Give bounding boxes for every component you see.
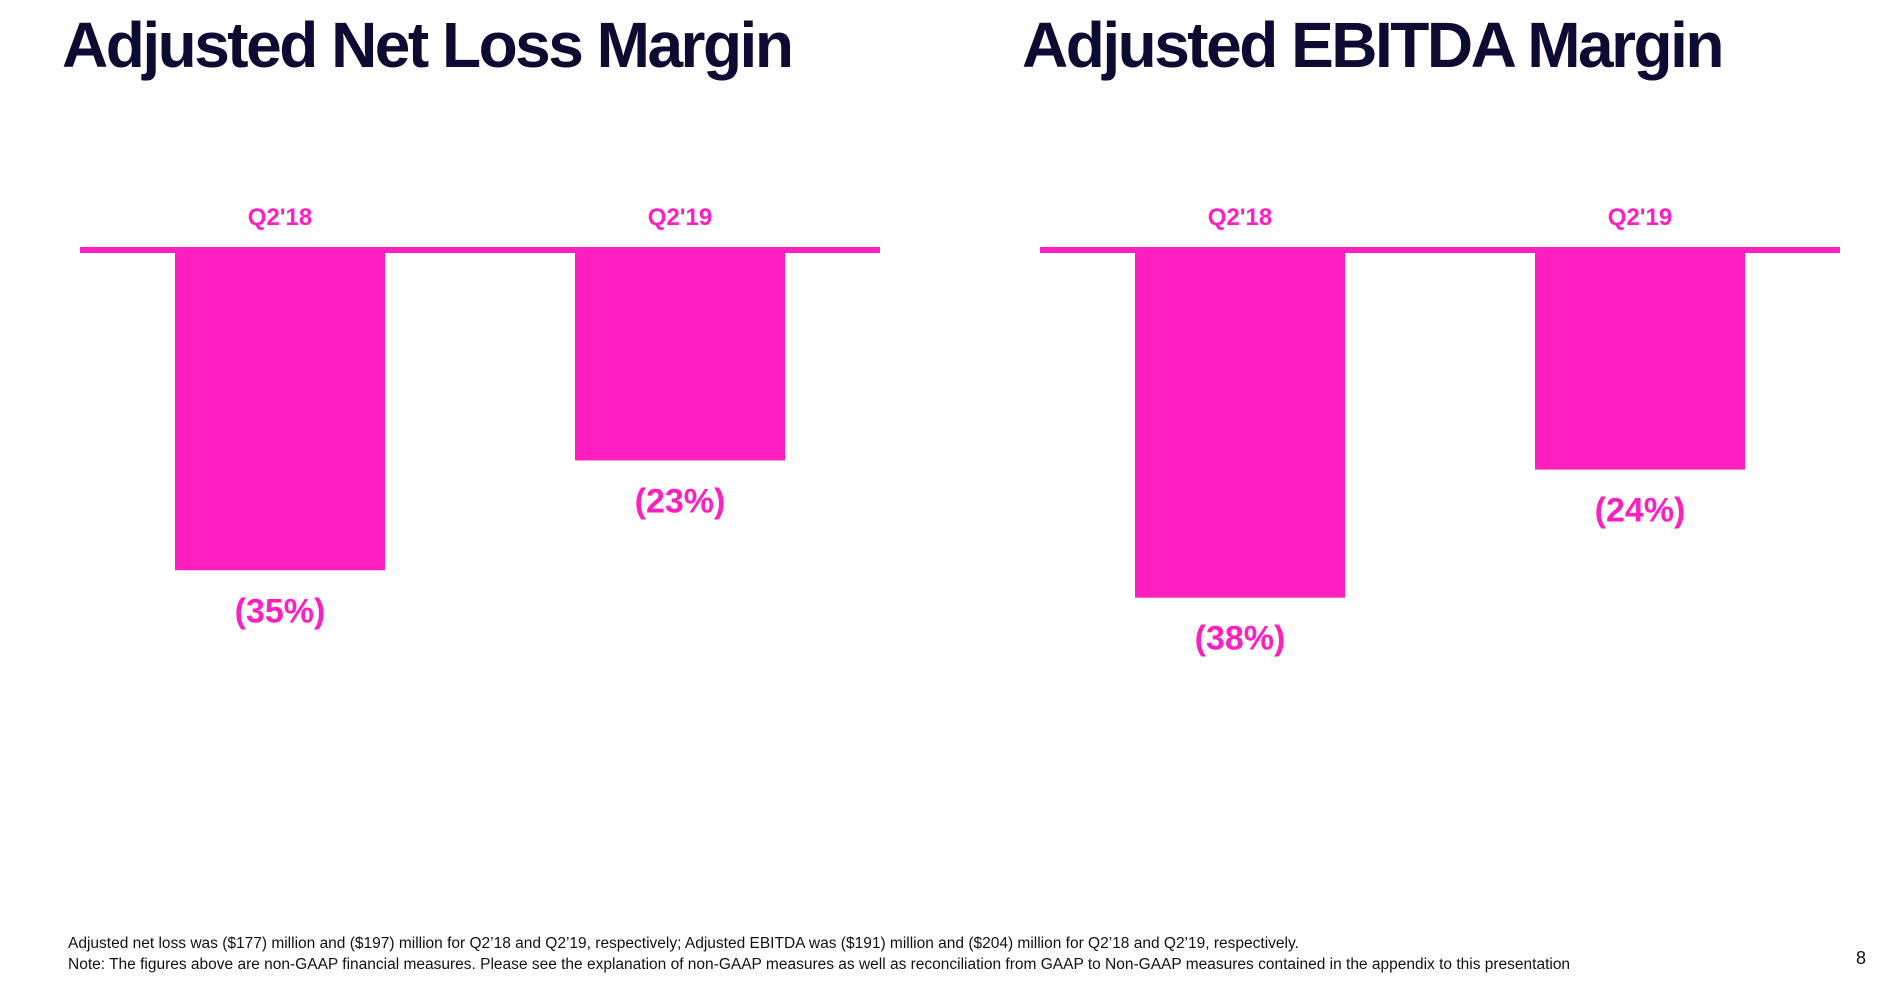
category-label: Q2'18 (248, 204, 312, 231)
footnote: Adjusted net loss was ($177) million and… (68, 933, 1570, 975)
zero-baseline (80, 247, 880, 253)
data-label: (23%) (635, 482, 726, 520)
bar-q219 (1535, 250, 1745, 470)
net-loss-margin-chart: Q2'18 (35%) Q2'19 (23%) (80, 204, 880, 630)
category-label: Q2'18 (1208, 204, 1272, 231)
bar-q218 (1135, 250, 1345, 598)
page-number: 8 (1855, 948, 1866, 968)
category-label: Q2'19 (1608, 204, 1672, 231)
category-label: Q2'19 (648, 204, 712, 231)
bar-q219 (575, 250, 785, 461)
data-label: (38%) (1195, 620, 1286, 658)
data-label: (24%) (1595, 492, 1686, 530)
footnote-line-1: Adjusted net loss was ($177) million and… (68, 935, 1299, 952)
ebitda-margin-chart: Q2'18 (38%) Q2'19 (24%) (1040, 204, 1840, 658)
chart-title-ebitda-margin: Adjusted EBITDA Margin (1022, 9, 1724, 81)
data-label: (35%) (235, 592, 326, 630)
chart-title-net-loss-margin: Adjusted Net Loss Margin (62, 9, 794, 81)
zero-baseline (1040, 247, 1840, 253)
bar-q218 (175, 250, 385, 571)
footnote-line-2: Note: The figures above are non-GAAP fin… (68, 956, 1571, 973)
